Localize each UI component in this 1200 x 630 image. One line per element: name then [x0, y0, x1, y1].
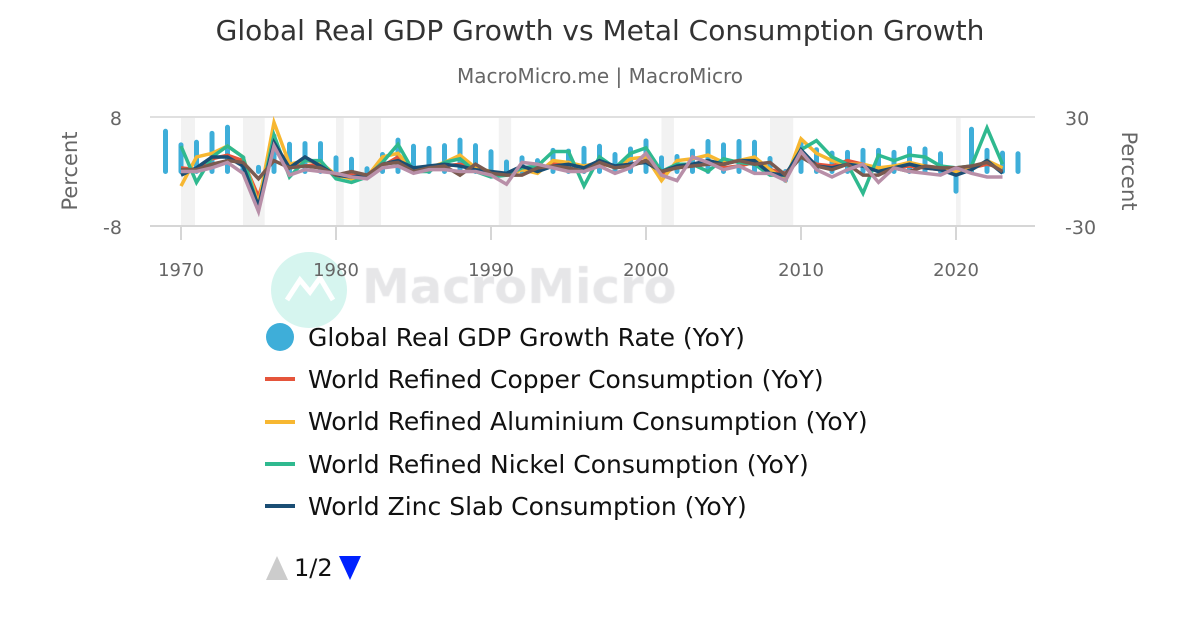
legend-label: Global Real GDP Growth Rate (YoY) — [308, 322, 745, 352]
legend-pager: 1/2 — [266, 554, 361, 582]
chart-title: Global Real GDP Growth vs Metal Consumpt… — [215, 14, 985, 47]
watermark-logo-icon — [271, 252, 347, 328]
left-tick-top: 8 — [110, 108, 122, 130]
x-tick-label: 1990 — [468, 260, 514, 281]
legend-label: World Refined Lead Consumption (YoY) — [308, 534, 794, 538]
legend-next-page-icon[interactable] — [338, 556, 361, 580]
series-line-6 — [181, 141, 1003, 218]
legend-line-icon — [262, 462, 298, 467]
legend-item[interactable]: Global Real GDP Growth Rate (YoY) — [262, 316, 982, 358]
left-axis-label: Percent — [58, 131, 82, 210]
legend-line-icon — [262, 419, 298, 424]
chart-subtitle: MacroMicro.me | MacroMicro — [457, 64, 743, 88]
x-tick-label: 2000 — [623, 260, 669, 281]
series-line-3 — [179, 123, 1005, 215]
x-tick-label: 1980 — [313, 260, 359, 281]
legend-label: World Zinc Slab Consumption (YoY) — [308, 491, 747, 521]
legend-item[interactable]: World Refined Lead Consumption (YoY) — [262, 527, 982, 538]
legend-label: World Refined Nickel Consumption (YoY) — [308, 449, 809, 479]
x-tick-label: 2010 — [778, 260, 824, 281]
legend-item[interactable]: World Refined Nickel Consumption (YoY) — [262, 443, 982, 485]
left-tick-bottom: -8 — [103, 217, 122, 239]
legend-line-icon — [262, 377, 298, 382]
legend-label: World Refined Copper Consumption (YoY) — [308, 364, 824, 394]
right-tick-top: 30 — [1065, 108, 1089, 130]
legend-item[interactable]: World Refined Copper Consumption (YoY) — [262, 358, 982, 400]
legend-item[interactable]: World Zinc Slab Consumption (YoY) — [262, 485, 982, 527]
legend-page-indicator: 1/2 — [294, 554, 333, 582]
legend-label: World Refined Aluminium Consumption (YoY… — [308, 407, 868, 437]
legend: Global Real GDP Growth Rate (YoY) World R… — [262, 316, 982, 538]
right-axis-label: Percent — [1117, 131, 1141, 210]
legend-circle-icon — [262, 323, 298, 352]
right-tick-bottom: -30 — [1065, 217, 1096, 239]
x-tick-label: 1970 — [158, 260, 204, 281]
recession-band — [336, 117, 344, 226]
x-tick-label: 2020 — [933, 260, 979, 281]
legend-item[interactable]: World Refined Aluminium Consumption (YoY… — [262, 401, 982, 443]
legend-line-icon — [262, 504, 298, 509]
legend-prev-page-icon[interactable] — [266, 556, 288, 580]
